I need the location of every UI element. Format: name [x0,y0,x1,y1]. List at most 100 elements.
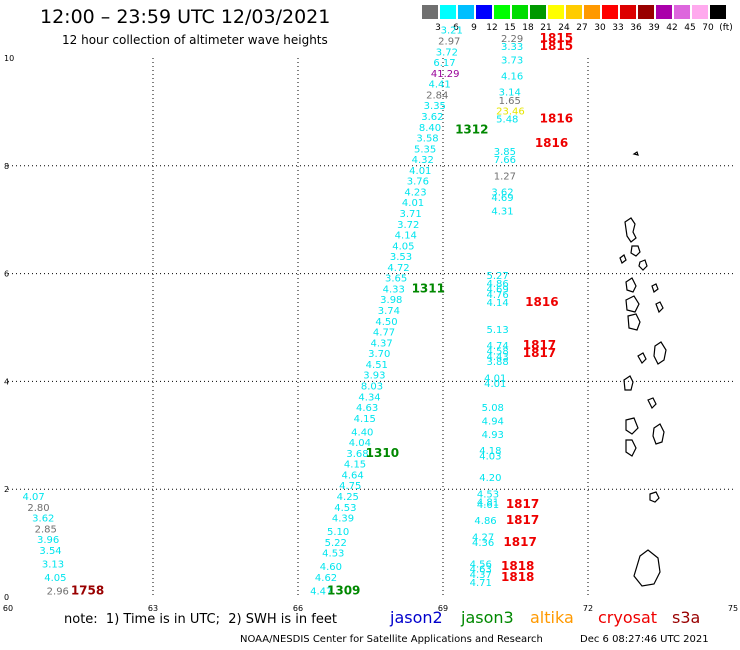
island-shape [625,277,637,293]
legend-label: 12 [486,23,498,33]
pass-time-label: 1815 [540,39,573,53]
wave-height-label: 4.37 [470,570,492,581]
legend-swatch [620,5,636,19]
wave-height-label: 4.03 [479,452,501,463]
wave-height-label: 4.07 [23,492,45,503]
wave-height-label: 5.22 [325,538,347,549]
wave-height-label: 4.16 [501,72,523,83]
y-tick-label: 2 [4,485,9,494]
wave-height-label: 4.31 [491,206,513,217]
satellite-legend-entry: jason3 [461,608,514,627]
pass-time-label: 1310 [366,446,399,460]
wave-height-label: 4.93 [482,430,504,441]
wave-height-label: 3.21 [441,26,463,37]
wave-height-label: 3.88 [487,357,509,368]
y-tick-label: 10 [4,54,14,63]
wave-height-label: 1.65 [499,96,521,107]
island-shape [652,423,665,445]
wave-height-label: 6.17 [433,58,455,69]
legend-swatch [494,5,510,19]
wave-height-label: 3.13 [42,559,64,570]
wave-height-label: 4.56 [470,559,492,570]
island-shape [630,245,641,257]
legend-swatch [566,5,582,19]
legend-label: (ft) [719,23,733,33]
pass-time-label: 1815 [540,31,573,45]
pass-time-label: 1816 [525,295,558,309]
island-shape [625,439,637,457]
wave-height-label: 4.20 [479,473,501,484]
pass-time-label: 1817 [523,338,556,352]
island-shape [633,549,661,587]
wave-height-label: 4.04 [349,438,371,449]
wave-height-label: 5.10 [327,527,349,538]
legend-swatch [584,5,600,19]
pass-time-label: 1817 [506,513,539,527]
y-tick-label: 4 [4,377,9,386]
wave-height-label: 3.93 [363,371,385,382]
island-shape [651,283,659,293]
wave-height-label: 3.74 [378,306,400,317]
wave-height-label: 4.75 [339,481,361,492]
wave-height-label: 4.53 [322,549,344,560]
wave-height-label: 4.01 [402,198,424,209]
legend-label: 39 [648,23,660,33]
wave-height-label: 5.48 [496,115,518,126]
legend-label: 24 [558,23,570,33]
legend-label: 15 [504,23,516,33]
legend-label: 45 [684,23,696,33]
wave-height-label: 4.05 [392,241,414,252]
satellite-legend-entry: jason2 [390,608,443,627]
island-shape [647,397,657,410]
wave-height-label: 4.64 [342,470,364,481]
wave-height-label: 4.15 [344,460,366,471]
wave-height-label: 4.36 [472,538,494,549]
x-tick-label: 75 [728,604,738,613]
wave-height-labels: 4.072.803.622.853.963.543.134.052.96 1758… [23,26,574,598]
legend-label: 9 [471,23,477,33]
y-tick-label: 6 [4,270,9,279]
pass-time-label: 1818 [501,559,534,573]
wave-height-label: 4.51 [366,360,388,371]
legend-swatch [656,5,672,19]
wave-height-label: 3.53 [390,252,412,263]
wave-height-label: 23.46 [496,107,525,118]
wave-height-label: 4.32 [412,155,434,166]
timestamp: Dec 6 08:27:46 UTC 2021 [580,634,709,645]
chart-title: 12:00 – 23:59 UTC 12/03/2021 [40,6,331,28]
pass-time-label: 1309 [327,583,360,597]
wave-height-label: 4.86 [474,516,496,527]
island-shape [653,341,667,365]
wave-height-label: 5.27 [487,271,509,282]
x-tick-label: 69 [438,604,448,613]
legend-swatch [674,5,690,19]
wave-height-label: 3.33 [501,42,523,53]
wave-height-label: 41.29 [431,69,460,80]
wave-height-label: 2.80 [27,503,49,514]
wave-height-label: 3.62 [32,514,54,525]
legend-swatch [710,5,726,19]
wave-height-label: 4.72 [387,263,409,274]
legend-swatch [512,5,528,19]
chart-subtitle: 12 hour collection of altimeter wave hei… [62,33,328,47]
wave-height-label: 4.34 [358,392,380,403]
pass-time-label: 1816 [540,112,573,126]
wave-height-label: 4.14 [487,298,509,309]
legend-swatch [530,5,546,19]
wave-height-label: 4.69 [487,284,509,295]
satellite-legend-entry: cryosat [598,608,658,627]
wave-height-label: 4.62 [315,573,337,584]
wave-height-label: 3.72 [436,47,458,58]
x-tick-label: 72 [583,604,593,613]
wave-height-label: 8.40 [419,123,441,134]
wave-height-label: 4.53 [334,503,356,514]
wave-height-label: 4.76 [487,290,509,301]
wave-height-label: 4.69 [491,193,513,204]
island-shape [625,417,639,435]
wave-height-label: 4.94 [482,417,504,428]
wave-height-label: 4.41 [429,80,451,91]
legend-label: 21 [540,23,552,33]
wave-height-label: 4.18 [479,446,501,457]
